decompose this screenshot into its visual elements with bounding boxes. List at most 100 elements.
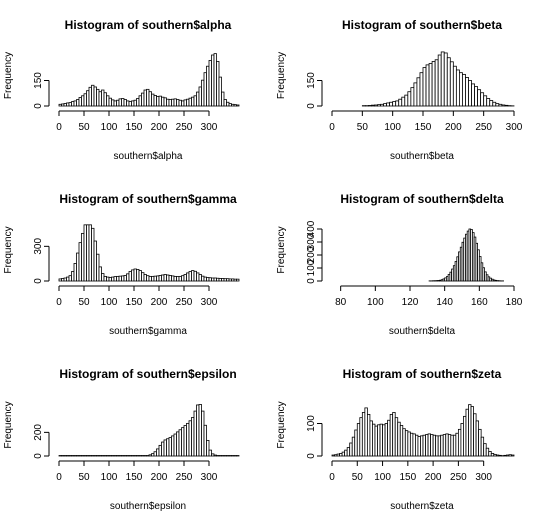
histogram-bar <box>450 62 453 106</box>
x-tick-label: 250 <box>176 472 193 483</box>
y-tick-label: 300 <box>33 238 44 255</box>
y-axis-title: Frequency <box>3 401 14 448</box>
histogram-bar <box>390 102 393 106</box>
x-tick-label: 150 <box>126 472 143 483</box>
chart-title: Histogram of southern$gamma <box>59 192 237 206</box>
x-tick-label: 200 <box>151 122 168 133</box>
x-axis-title: southern$gamma <box>109 326 187 337</box>
x-axis-title: southern$beta <box>390 151 454 162</box>
histogram-bar <box>487 99 490 106</box>
bars <box>59 404 239 456</box>
y-axis-title: Frequency <box>3 52 14 99</box>
histogram-bar <box>484 96 487 106</box>
x-tick-label: 300 <box>201 297 218 308</box>
x-tick-label: 100 <box>101 472 118 483</box>
x-tick-label: 0 <box>56 472 62 483</box>
x-tick-label: 50 <box>78 122 90 133</box>
y-tick-label: 150 <box>306 72 317 89</box>
histogram-bar <box>469 81 472 107</box>
x-axis-title: southern$zeta <box>390 501 454 512</box>
x-tick-label: 200 <box>151 472 168 483</box>
histogram-bar <box>384 104 387 106</box>
x-tick-label: 200 <box>445 122 462 133</box>
histogram-bar <box>399 99 402 106</box>
x-tick-label: 150 <box>399 472 416 483</box>
y-tick-label: 100 <box>306 415 317 432</box>
y-axis-title: Frequency <box>276 226 287 273</box>
x-axis-title: southern$alpha <box>114 151 183 162</box>
x-tick-label: 120 <box>402 297 419 308</box>
y-tick-label: 0 <box>306 103 317 109</box>
y-tick-label: 200 <box>33 424 44 441</box>
y-axis-title: Frequency <box>3 226 14 273</box>
bars <box>59 225 239 281</box>
histogram-bar <box>475 87 478 106</box>
histogram-bar <box>371 105 374 106</box>
histogram-bar <box>465 77 468 106</box>
histogram-bar <box>493 102 496 106</box>
histogram-bar <box>381 104 384 106</box>
bars <box>332 405 514 456</box>
x-tick-label: 200 <box>425 472 442 483</box>
x-tick-label: 0 <box>56 297 62 308</box>
histogram-bar <box>496 104 499 106</box>
histogram-bar <box>459 73 462 106</box>
y-tick-label: 400 <box>306 220 317 237</box>
x-tick-label: 100 <box>367 297 384 308</box>
y-tick-label: 150 <box>33 72 44 89</box>
bars <box>429 229 504 281</box>
histogram-bar <box>499 104 502 106</box>
bars <box>59 54 239 106</box>
x-tick-label: 300 <box>201 122 218 133</box>
x-tick-label: 250 <box>450 472 467 483</box>
histogram-bar <box>408 92 411 106</box>
x-tick-label: 50 <box>352 472 364 483</box>
x-tick-label: 150 <box>126 297 143 308</box>
x-tick-label: 250 <box>475 122 492 133</box>
x-tick-label: 200 <box>151 297 168 308</box>
x-tick-label: 100 <box>384 122 401 133</box>
histogram-bar <box>426 65 429 106</box>
histogram-bar <box>368 105 371 106</box>
y-tick-label: 0 <box>306 453 317 459</box>
histogram-bar <box>393 102 396 106</box>
x-tick-label: 300 <box>201 472 218 483</box>
histogram-bar <box>435 60 438 106</box>
y-axis-title: Frequency <box>276 52 287 99</box>
x-tick-label: 140 <box>436 297 453 308</box>
x-tick-label: 300 <box>506 122 523 133</box>
chart-title: Histogram of southern$beta <box>342 18 502 32</box>
histogram-bar <box>429 64 432 107</box>
x-tick-label: 250 <box>176 122 193 133</box>
histogram-bar <box>456 70 459 106</box>
x-tick-label: 50 <box>78 297 90 308</box>
y-tick-label: 0 <box>33 103 44 109</box>
histogram-bar <box>502 105 505 106</box>
histogram-bar <box>420 73 423 106</box>
x-tick-label: 250 <box>176 297 193 308</box>
histogram-bar <box>447 58 450 106</box>
y-tick-label: 0 <box>33 278 44 284</box>
x-tick-label: 150 <box>126 122 143 133</box>
histogram-bar <box>511 455 514 456</box>
x-tick-label: 150 <box>415 122 432 133</box>
histogram-bar <box>417 78 420 106</box>
x-tick-label: 80 <box>335 297 347 308</box>
histogram-bar <box>237 105 240 106</box>
histogram-bar <box>237 279 240 281</box>
y-tick-label: 0 <box>33 453 44 459</box>
histogram-bar <box>414 83 417 106</box>
histogram-panel: Histogram of southern$gamma 0 50 100 150 200 2… <box>3 192 239 337</box>
chart-title: Histogram of southern$delta <box>340 192 504 206</box>
x-tick-label: 100 <box>101 297 118 308</box>
histogram-bar <box>411 88 414 106</box>
x-tick-label: 0 <box>329 122 335 133</box>
histogram-bar <box>453 66 456 106</box>
histogram-bar <box>438 55 441 106</box>
